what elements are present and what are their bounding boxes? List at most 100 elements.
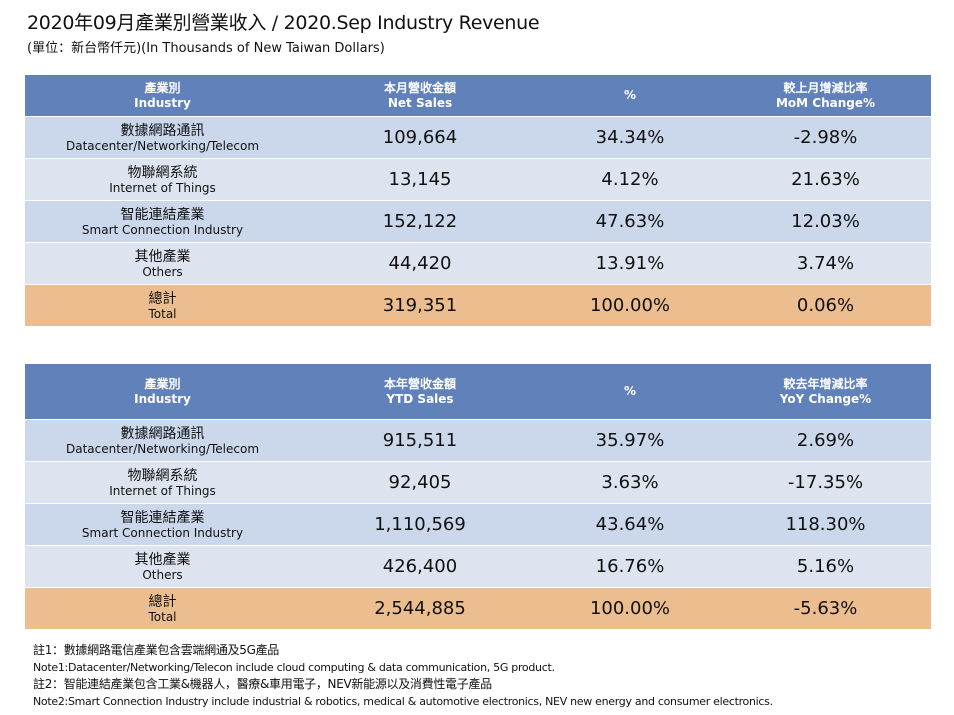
header-row: 產業別 Industry 本月營收金額 Net Sales% 較上月增減比率 MoM Ch… [25,75,931,117]
change-cell: 0.06% [720,284,931,326]
monthly-revenue-table: 產業別 Industry 本月營收金額 Net Sales% 較上月增減比率 MoM Ch… [25,75,931,326]
table-row: 物聯網系統 Internet of Things 92,405 3.63% -17… [25,461,931,504]
industry-en: Internet of Things [109,483,216,498]
note-1-en: Note1:Datacenter/Networking/Telecon incl… [33,661,555,674]
table-row: 物聯網系統 Internet of Things 13,145 4.12% 21.… [25,158,931,201]
note-2-zh: 註2：智能連結產業包含工業&機器人，醫療&車用電子，NEV新能源以及消費性電子產… [33,677,492,691]
change-cell: 118.30% [720,503,931,546]
percent-cell: 47.63% [540,200,720,243]
table-row: 其他產業 Others 426,400 16.76% 5.16% [25,545,931,588]
header-en: Industry [134,391,191,406]
total-row: 總計 Total 2,544,885 100.00% -5.63% [25,587,931,629]
header-zh: 產業別 [144,376,181,391]
header-en: Industry [134,95,191,110]
table-row: 數據網路通訊 Datacenter/Networking/Telecom 915,… [25,419,931,462]
industry-zh: 物聯網系統 [127,164,198,181]
table-row: 智能連結產業 Smart Connection Industry 152,122 … [25,200,931,243]
header-en: YTD Sales [386,391,454,406]
industry-en: Smart Connection Industry [81,222,244,237]
sales-cell: 1,110,569 [300,503,540,546]
note-2-en: Note2:Smart Connection Industry include … [33,695,773,708]
header-zh: 本月營收金額 [383,80,456,95]
industry-cell: 其他產業 Others [25,242,300,285]
unit-note: (單位：新台幣仟元)(In Thousands of New Taiwan Do… [27,41,385,56]
column-header: % [540,75,720,117]
total-row: 總計 Total 319,351 100.00% 0.06% [25,284,931,326]
industry-cell: 數據網路通訊 Datacenter/Networking/Telecom [25,419,300,462]
percent-cell: 13.91% [540,242,720,285]
ytd-revenue-table: 產業別 Industry 本年營收金額 YTD Sales% 較去年增減比率 YoY Ch… [25,364,931,629]
sales-cell: 319,351 [300,284,540,326]
header-zh: % [623,88,637,102]
change-cell: 2.69% [720,419,931,462]
footnotes: 註1：數據網路電信產業包含雲端網通及5G產品 Note1:Datacenter/… [33,642,773,710]
sales-cell: 109,664 [300,116,540,159]
header-zh: 本年營收金額 [383,376,456,391]
table-row: 其他產業 Others 44,420 13.91% 3.74% [25,242,931,285]
industry-en: Smart Connection Industry [81,525,244,540]
industry-en: Total [148,306,177,321]
header-zh: % [623,384,637,398]
header-en: YoY Change% [779,391,872,406]
industry-zh: 物聯網系統 [127,467,198,484]
column-header: 本月營收金額 Net Sales [300,75,540,117]
percent-cell: 34.34% [540,116,720,159]
page-title: 2020年09月產業別營業收入 / 2020.Sep Industry Reve… [27,12,540,34]
percent-cell: 100.00% [540,587,720,629]
change-cell: -2.98% [720,116,931,159]
sales-cell: 152,122 [300,200,540,243]
industry-zh: 其他產業 [134,551,191,568]
change-cell: 21.63% [720,158,931,201]
change-cell: -17.35% [720,461,931,504]
table-row: 智能連結產業 Smart Connection Industry 1,110,56… [25,503,931,546]
percent-cell: 35.97% [540,419,720,462]
header-zh: 較去年增減比率 [783,376,868,391]
sales-cell: 13,145 [300,158,540,201]
industry-zh: 其他產業 [134,248,191,265]
sales-cell: 2,544,885 [300,587,540,629]
industry-en: Datacenter/Networking/Telecom [65,138,260,153]
industry-cell: 總計 Total [25,587,300,629]
industry-cell: 其他產業 Others [25,545,300,588]
change-cell: -5.63% [720,587,931,629]
industry-en: Datacenter/Networking/Telecom [65,441,260,456]
header-zh: 產業別 [144,80,181,95]
change-cell: 3.74% [720,242,931,285]
column-header: 本年營收金額 YTD Sales [300,364,540,420]
sales-cell: 915,511 [300,419,540,462]
industry-cell: 智能連結產業 Smart Connection Industry [25,200,300,243]
percent-cell: 4.12% [540,158,720,201]
industry-zh: 數據網路通訊 [120,122,205,139]
change-cell: 12.03% [720,200,931,243]
industry-en: Internet of Things [109,180,216,195]
percent-cell: 3.63% [540,461,720,504]
column-header: 產業別 Industry [25,75,300,117]
header-zh: 較上月增減比率 [783,80,868,95]
industry-zh: 智能連結產業 [120,509,205,526]
industry-zh: 數據網路通訊 [120,425,205,442]
column-header: % [540,364,720,420]
industry-cell: 物聯網系統 Internet of Things [25,158,300,201]
industry-cell: 數據網路通訊 Datacenter/Networking/Telecom [25,116,300,159]
industry-zh: 總計 [148,593,177,610]
column-header: 產業別 Industry [25,364,300,420]
change-cell: 5.16% [720,545,931,588]
percent-cell: 43.64% [540,503,720,546]
header-row: 產業別 Industry 本年營收金額 YTD Sales% 較去年增減比率 YoY Ch… [25,364,931,420]
table-row: 數據網路通訊 Datacenter/Networking/Telecom 109,… [25,116,931,159]
industry-en: Others [142,264,183,279]
percent-cell: 16.76% [540,545,720,588]
header-en: MoM Change% [775,95,876,110]
industry-zh: 智能連結產業 [120,206,205,223]
column-header: 較去年增減比率 YoY Change% [720,364,931,420]
industry-en: Others [142,567,183,582]
industry-zh: 總計 [148,290,177,307]
industry-cell: 總計 Total [25,284,300,326]
header-en: Net Sales [387,95,453,110]
industry-cell: 智能連結產業 Smart Connection Industry [25,503,300,546]
column-header: 較上月增減比率 MoM Change% [720,75,931,117]
note-1-zh: 註1：數據網路電信產業包含雲端網通及5G產品 [33,643,279,657]
industry-cell: 物聯網系統 Internet of Things [25,461,300,504]
sales-cell: 44,420 [300,242,540,285]
sales-cell: 426,400 [300,545,540,588]
